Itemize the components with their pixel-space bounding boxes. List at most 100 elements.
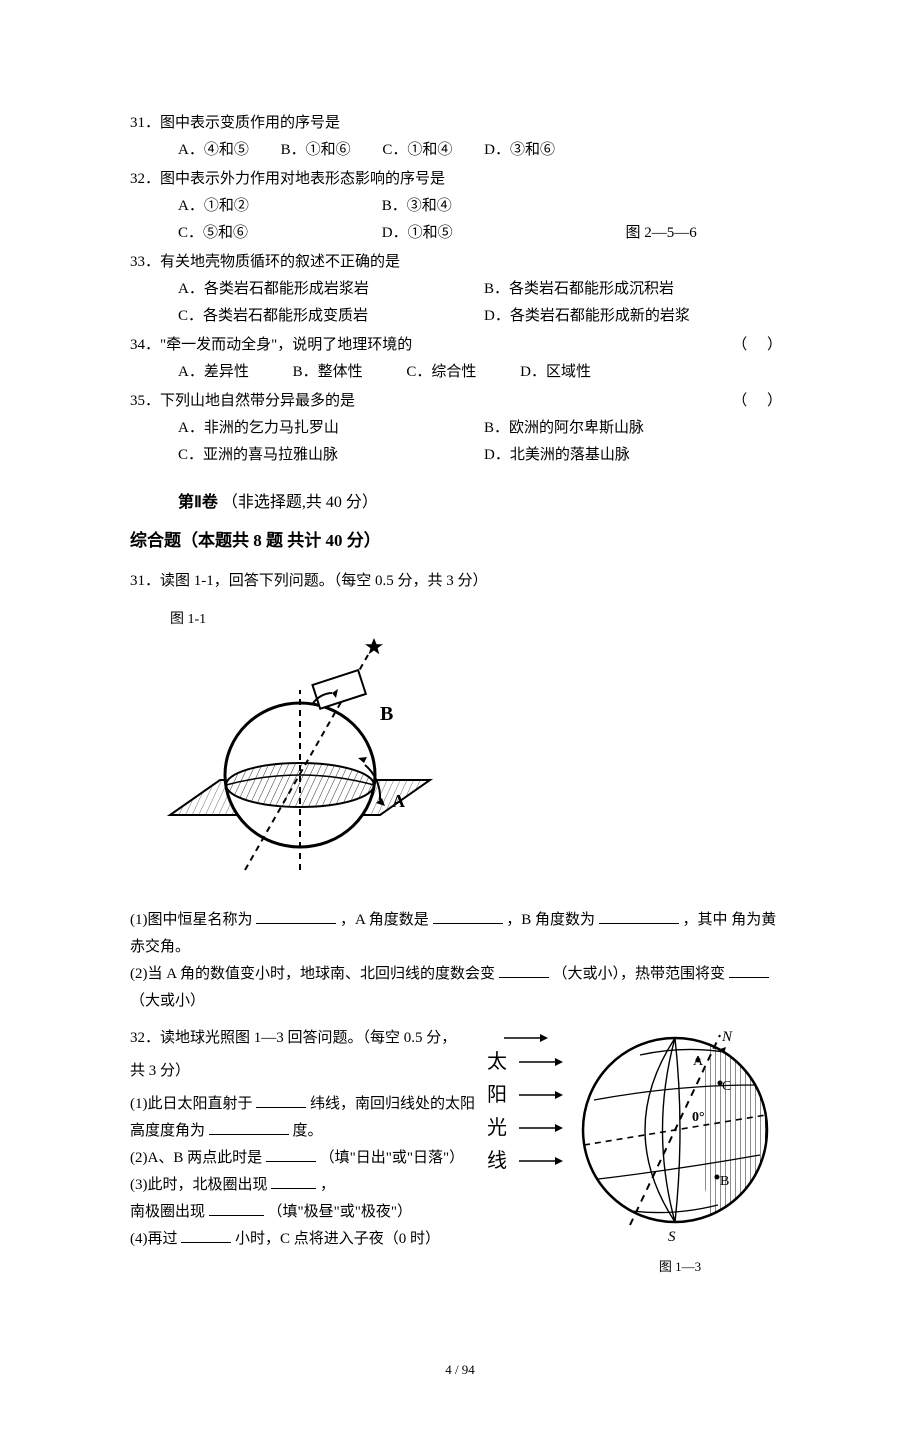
- q32a-opt-d: D．①和⑤: [382, 220, 582, 247]
- label-B: B: [380, 703, 393, 725]
- q31-opt-d: D．③和⑥: [484, 137, 555, 164]
- blank: [433, 909, 503, 924]
- blank: [256, 1093, 306, 1108]
- cq32-p3c: 南极圈出现 （填"极昼"或"极夜"）: [130, 1199, 480, 1226]
- q32a-opt-c: C．⑤和⑥: [178, 220, 378, 247]
- q34-options: A．差异性 B．整体性 C．综合性 D．区域性: [130, 359, 790, 386]
- q32a-stem: 32．图中表示外力作用对地表形态影响的序号是: [130, 166, 790, 193]
- blank: [499, 963, 549, 978]
- q35-opt-c: C．亚洲的喜马拉雅山脉: [178, 442, 484, 469]
- blank: [256, 909, 336, 924]
- question-33: 33．有关地壳物质循环的叙述不正确的是 A．各类岩石都能形成岩浆岩 B．各类岩石…: [130, 249, 790, 330]
- cq31-p1-b: ，A 角度数是: [340, 912, 429, 928]
- cq32-p1-c: 度。: [293, 1123, 323, 1139]
- page-number: 4 / 94: [130, 1358, 790, 1381]
- sun-label-0: 太: [487, 1047, 507, 1077]
- composite-title: 综合题（本题共 8 题 共计 40 分）: [130, 526, 790, 557]
- figure-1-1: 图 1-1: [150, 607, 790, 894]
- cq32-p3-d: （填"极昼"或"极夜"）: [268, 1204, 413, 1220]
- blank: [209, 1120, 289, 1135]
- label-0deg: 0°: [692, 1110, 705, 1125]
- blank: [181, 1228, 231, 1243]
- cq32-p4-b: 小时，C 点将进入子夜（0 时）: [235, 1231, 440, 1247]
- q31-opt-a: A．④和⑤: [178, 137, 249, 164]
- section-2-title: 第Ⅱ卷 （非选择题,共 40 分）: [130, 489, 790, 518]
- section-2-sub: （非选择题,共 40 分）: [222, 494, 378, 511]
- label-B: B: [720, 1174, 729, 1189]
- q34-stem: 34．"牵一发而动全身"，说明了地理环境的 （ ）: [130, 332, 790, 359]
- q32a-opt-a: A．①和②: [178, 193, 378, 220]
- label-S: S: [668, 1229, 676, 1245]
- earth-obliquity-diagram: B A: [150, 635, 470, 885]
- cq32-text: 32．读地球光照图 1—3 回答问题。（每空 0.5 分， 共 3 分） (1)…: [130, 1025, 480, 1253]
- fig-label-256: 图 2—5—6: [626, 225, 697, 241]
- q33-opt-a: A．各类岩石都能形成岩浆岩: [178, 276, 484, 303]
- cq32-p2-a: (2)A、B 两点此时是: [130, 1150, 262, 1166]
- cq31-p2-b: （大或小），热带范围将变: [553, 966, 726, 982]
- cq31-p1-d: ，其中: [683, 912, 728, 928]
- cq32-stem-a: 32．读地球光照图 1—3 回答问题。（每空 0.5 分，: [130, 1025, 480, 1052]
- cq32-p2: (2)A、B 两点此时是 （填"日出"或"日落"）: [130, 1145, 480, 1172]
- comp-q31: 31．读图 1-1，回答下列问题。（每空 0.5 分，共 3 分） 图 1-1: [130, 568, 790, 1014]
- section-2-title-text: 第Ⅱ卷: [178, 494, 218, 511]
- q34-stem-text: 34．"牵一发而动全身"，说明了地理环境的: [130, 337, 412, 353]
- q35-paren: （ ）: [732, 388, 790, 415]
- earth-illumination-diagram: N S A C 0° B: [570, 1025, 780, 1245]
- q34-opt-d: D．区域性: [520, 359, 591, 386]
- fig-1-1-caption: 图 1-1: [150, 607, 790, 632]
- q33-opt-b: B．各类岩石都能形成沉积岩: [484, 276, 790, 303]
- blank: [599, 909, 679, 924]
- q34-opt-c: C．综合性: [406, 359, 476, 386]
- q35-opt-a: A．非洲的乞力马扎罗山: [178, 415, 484, 442]
- blank: [729, 963, 769, 978]
- q35-stem-text: 35．下列山地自然带分异最多的是: [130, 393, 355, 409]
- cq31-p1-c: ，B 角度数为: [506, 912, 595, 928]
- comp-q32: 32．读地球光照图 1—3 回答问题。（每空 0.5 分， 共 3 分） (1)…: [130, 1025, 790, 1278]
- blank: [266, 1147, 316, 1162]
- sun-label-1: 阳: [487, 1080, 507, 1110]
- label-A: A: [392, 791, 405, 811]
- blank: [209, 1201, 264, 1216]
- q31-opt-c: C．①和④: [382, 137, 452, 164]
- cq32-p3-b: ，: [320, 1177, 335, 1193]
- label-C: C: [722, 1079, 731, 1094]
- q35-options: A．非洲的乞力马扎罗山 B．欧洲的阿尔卑斯山脉 C．亚洲的喜马拉雅山脉 D．北美…: [130, 415, 790, 469]
- cq31-p1-a: (1)图中恒星名称为: [130, 912, 256, 928]
- cq32-stem-b: 共 3 分）: [130, 1058, 480, 1085]
- arrow-icon: [517, 1089, 563, 1101]
- q35-stem: 35．下列山地自然带分异最多的是 （ ）: [130, 388, 790, 415]
- arrow-icon: [502, 1032, 548, 1044]
- cq32-p4: (4)再过 小时，C 点将进入子夜（0 时）: [130, 1226, 480, 1253]
- cq32-p2-b: （填"日出"或"日落"）: [320, 1150, 465, 1166]
- q34-paren: （ ）: [732, 332, 790, 359]
- globe-diagram-col: N S A C 0° B 图 1—3: [570, 1025, 790, 1278]
- fig-1-3-caption: 图 1—3: [570, 1255, 790, 1278]
- q35-opt-d: D．北美洲的落基山脉: [484, 442, 790, 469]
- q32a-opt-b: B．③和④: [382, 193, 582, 220]
- q34-opt-a: A．差异性: [178, 359, 249, 386]
- q33-opt-d: D．各类岩石都能形成新的岩浆: [484, 303, 790, 330]
- q34-opt-b: B．整体性: [293, 359, 363, 386]
- sun-label-3: 线: [487, 1146, 507, 1176]
- cq32-p4-a: (4)再过: [130, 1231, 178, 1247]
- q31-stem: 31．图中表示变质作用的序号是: [130, 110, 790, 137]
- cq32-p3: (3)此时，北极圈出现 ，: [130, 1172, 480, 1199]
- q31-opt-b: B．①和⑥: [281, 137, 351, 164]
- cq32-p1-a: (1)此日太阳直射于: [130, 1096, 253, 1112]
- question-34: 34．"牵一发而动全身"，说明了地理环境的 （ ） A．差异性 B．整体性 C．…: [130, 332, 790, 386]
- q32a-options: A．①和② B．③和④ C．⑤和⑥ D．①和⑤ 图 2—5—6: [130, 193, 790, 247]
- arrow-icon: [517, 1122, 563, 1134]
- cq32-p3-c: 南极圈出现: [130, 1204, 205, 1220]
- q35-opt-b: B．欧洲的阿尔卑斯山脉: [484, 415, 790, 442]
- q33-opt-c: C．各类岩石都能形成变质岩: [178, 303, 484, 330]
- question-31: 31．图中表示变质作用的序号是 A．④和⑤ B．①和⑥ C．①和④ D．③和⑥: [130, 110, 790, 164]
- cq31-p2-a: (2)当 A 角的数值变小时，地球南、北回归线的度数会变: [130, 966, 495, 982]
- arrow-icon: [517, 1056, 563, 1068]
- sun-rays-column: 太 阳 光 线: [480, 1025, 570, 1179]
- question-35: 35．下列山地自然带分异最多的是 （ ） A．非洲的乞力马扎罗山 B．欧洲的阿尔…: [130, 388, 790, 469]
- cq31-p1: (1)图中恒星名称为 ，A 角度数是 ，B 角度数为 ，其中 角为黄赤交角。: [130, 907, 790, 961]
- cq32-p1: (1)此日太阳直射于 纬线，南回归线处的太阳高度度角为 度。: [130, 1091, 480, 1145]
- cq31-p2-c: （大或小）: [130, 993, 205, 1009]
- cq32-p3-a: (3)此时，北极圈出现: [130, 1177, 268, 1193]
- question-32a: 32．图中表示外力作用对地表形态影响的序号是 A．①和② B．③和④ C．⑤和⑥…: [130, 166, 790, 247]
